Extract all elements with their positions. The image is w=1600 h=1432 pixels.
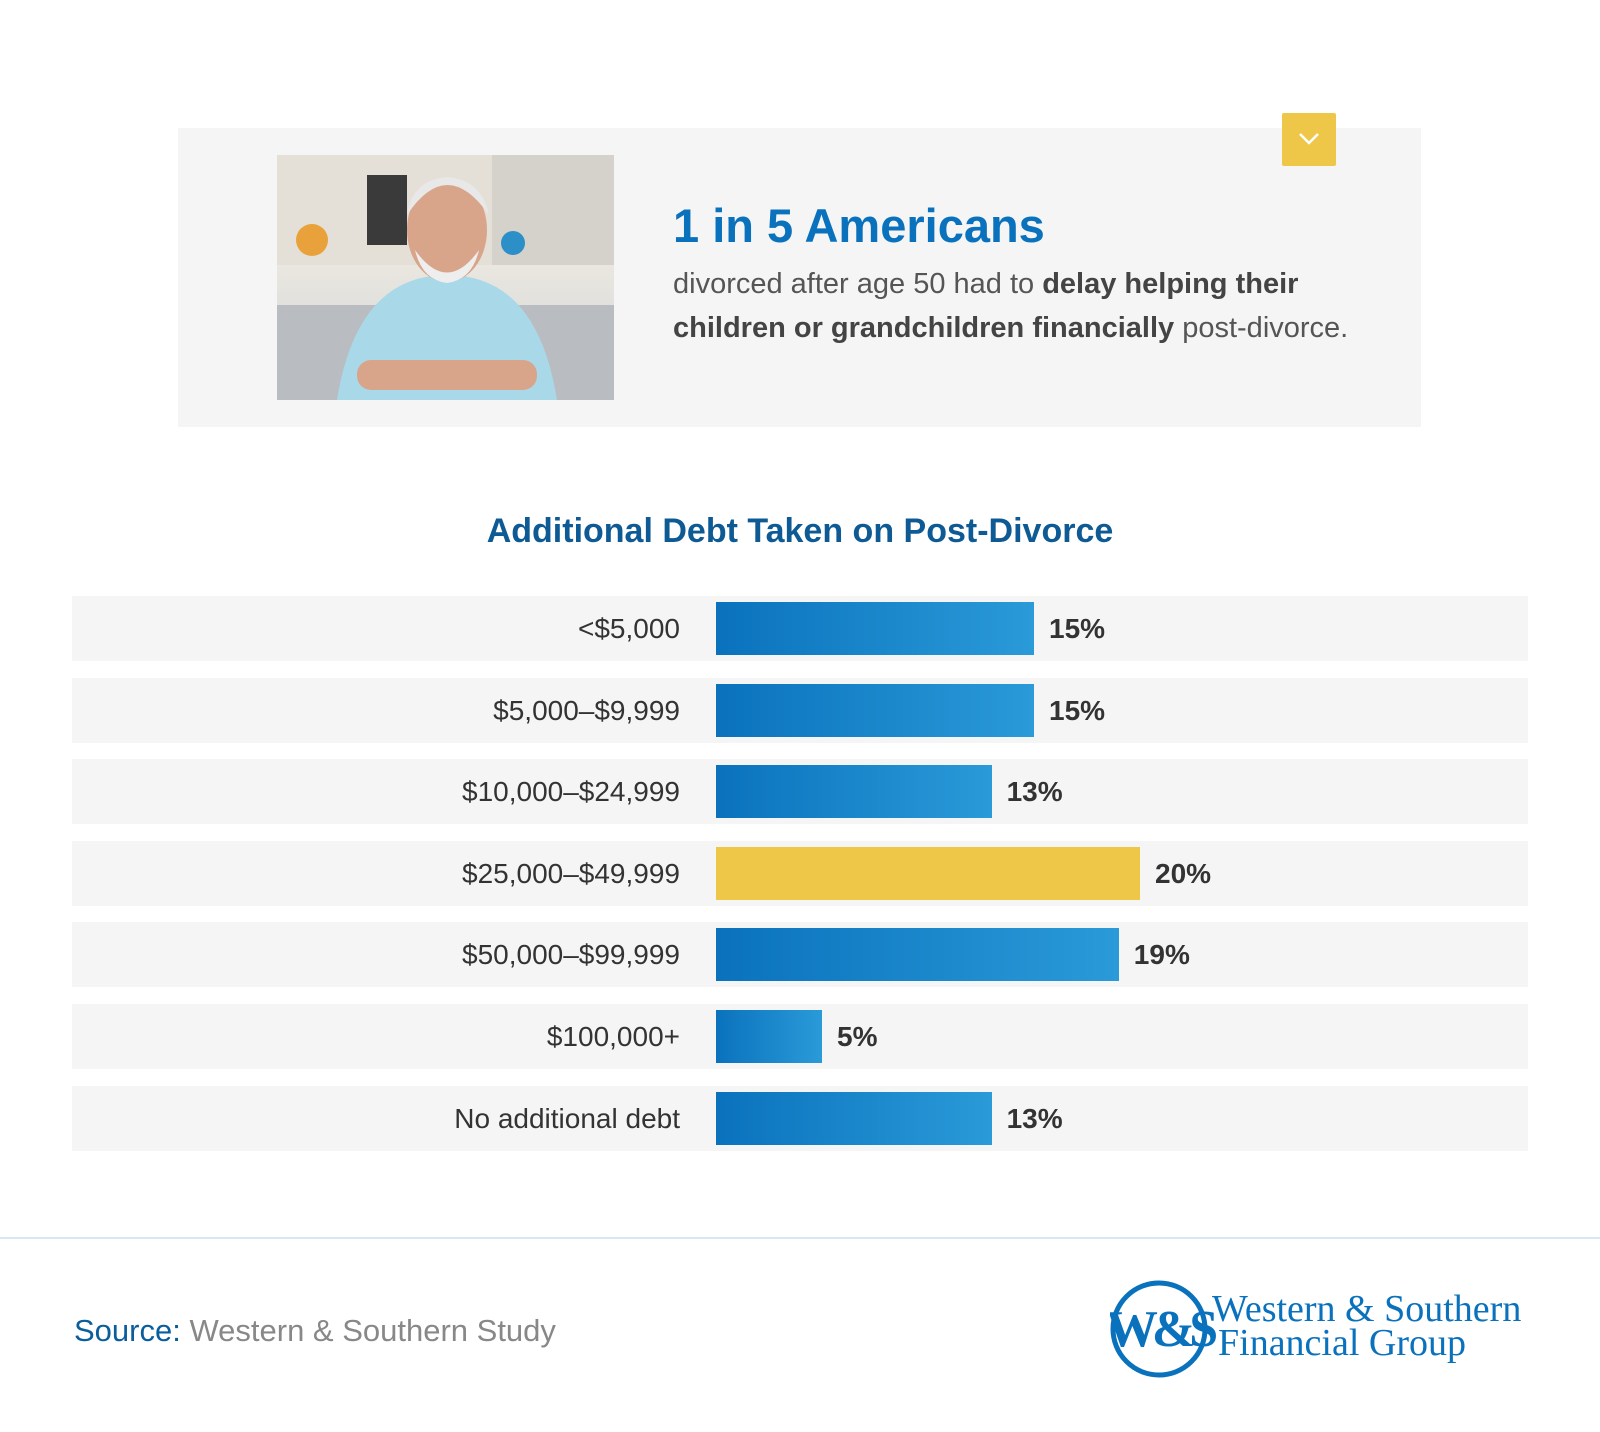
value-label: 15% bbox=[1049, 613, 1106, 644]
bar bbox=[716, 602, 1034, 655]
value-label: 20% bbox=[1155, 858, 1212, 889]
svg-text:Western & Southern: Western & Southern bbox=[1212, 1288, 1521, 1330]
divider bbox=[0, 1237, 1600, 1239]
category-label: <$5,000 bbox=[578, 613, 680, 644]
company-logo: W&S Western & Southern Financial Group bbox=[1106, 1280, 1540, 1385]
category-label: $10,000–$24,999 bbox=[462, 776, 680, 807]
category-label: No additional debt bbox=[454, 1103, 680, 1134]
photo-older-man bbox=[277, 155, 614, 400]
desc-text: divorced after age 50 had to bbox=[673, 268, 1043, 300]
source-label: Source: bbox=[74, 1313, 181, 1348]
bar bbox=[716, 1010, 822, 1063]
value-label: 13% bbox=[1006, 1103, 1063, 1134]
bar bbox=[716, 928, 1119, 981]
category-label: $50,000–$99,999 bbox=[462, 939, 680, 970]
source-text: Western & Southern Study bbox=[180, 1313, 556, 1348]
svg-text:Financial Group: Financial Group bbox=[1218, 1322, 1466, 1364]
desc-bold: delay helping their children or grandchi… bbox=[673, 268, 1299, 344]
category-label: $100,000+ bbox=[546, 1021, 680, 1052]
value-label: 13% bbox=[1006, 776, 1063, 807]
value-label: 5% bbox=[837, 1021, 878, 1052]
toggle-button[interactable] bbox=[1282, 113, 1336, 166]
bar bbox=[716, 765, 992, 818]
value-label: 19% bbox=[1133, 939, 1190, 970]
stat-headline: 1 in 5 Americans bbox=[673, 199, 1045, 252]
source: Source: Western & Southern Study bbox=[74, 1313, 556, 1349]
desc-text-end: post-divorce. bbox=[1174, 312, 1349, 344]
bar bbox=[716, 1092, 992, 1145]
svg-text:W&S: W&S bbox=[1110, 1301, 1216, 1358]
bar bbox=[716, 847, 1140, 900]
category-label: $25,000–$49,999 bbox=[462, 858, 680, 889]
stat-description: divorced after age 50 had to delay helpi… bbox=[673, 262, 1393, 350]
bar bbox=[716, 684, 1034, 737]
chevron-down-icon bbox=[1299, 133, 1319, 145]
chart-title: Additional Debt Taken on Post-Divorce bbox=[486, 512, 1114, 550]
category-label: $5,000–$9,999 bbox=[493, 695, 680, 726]
value-label: 15% bbox=[1049, 695, 1106, 726]
